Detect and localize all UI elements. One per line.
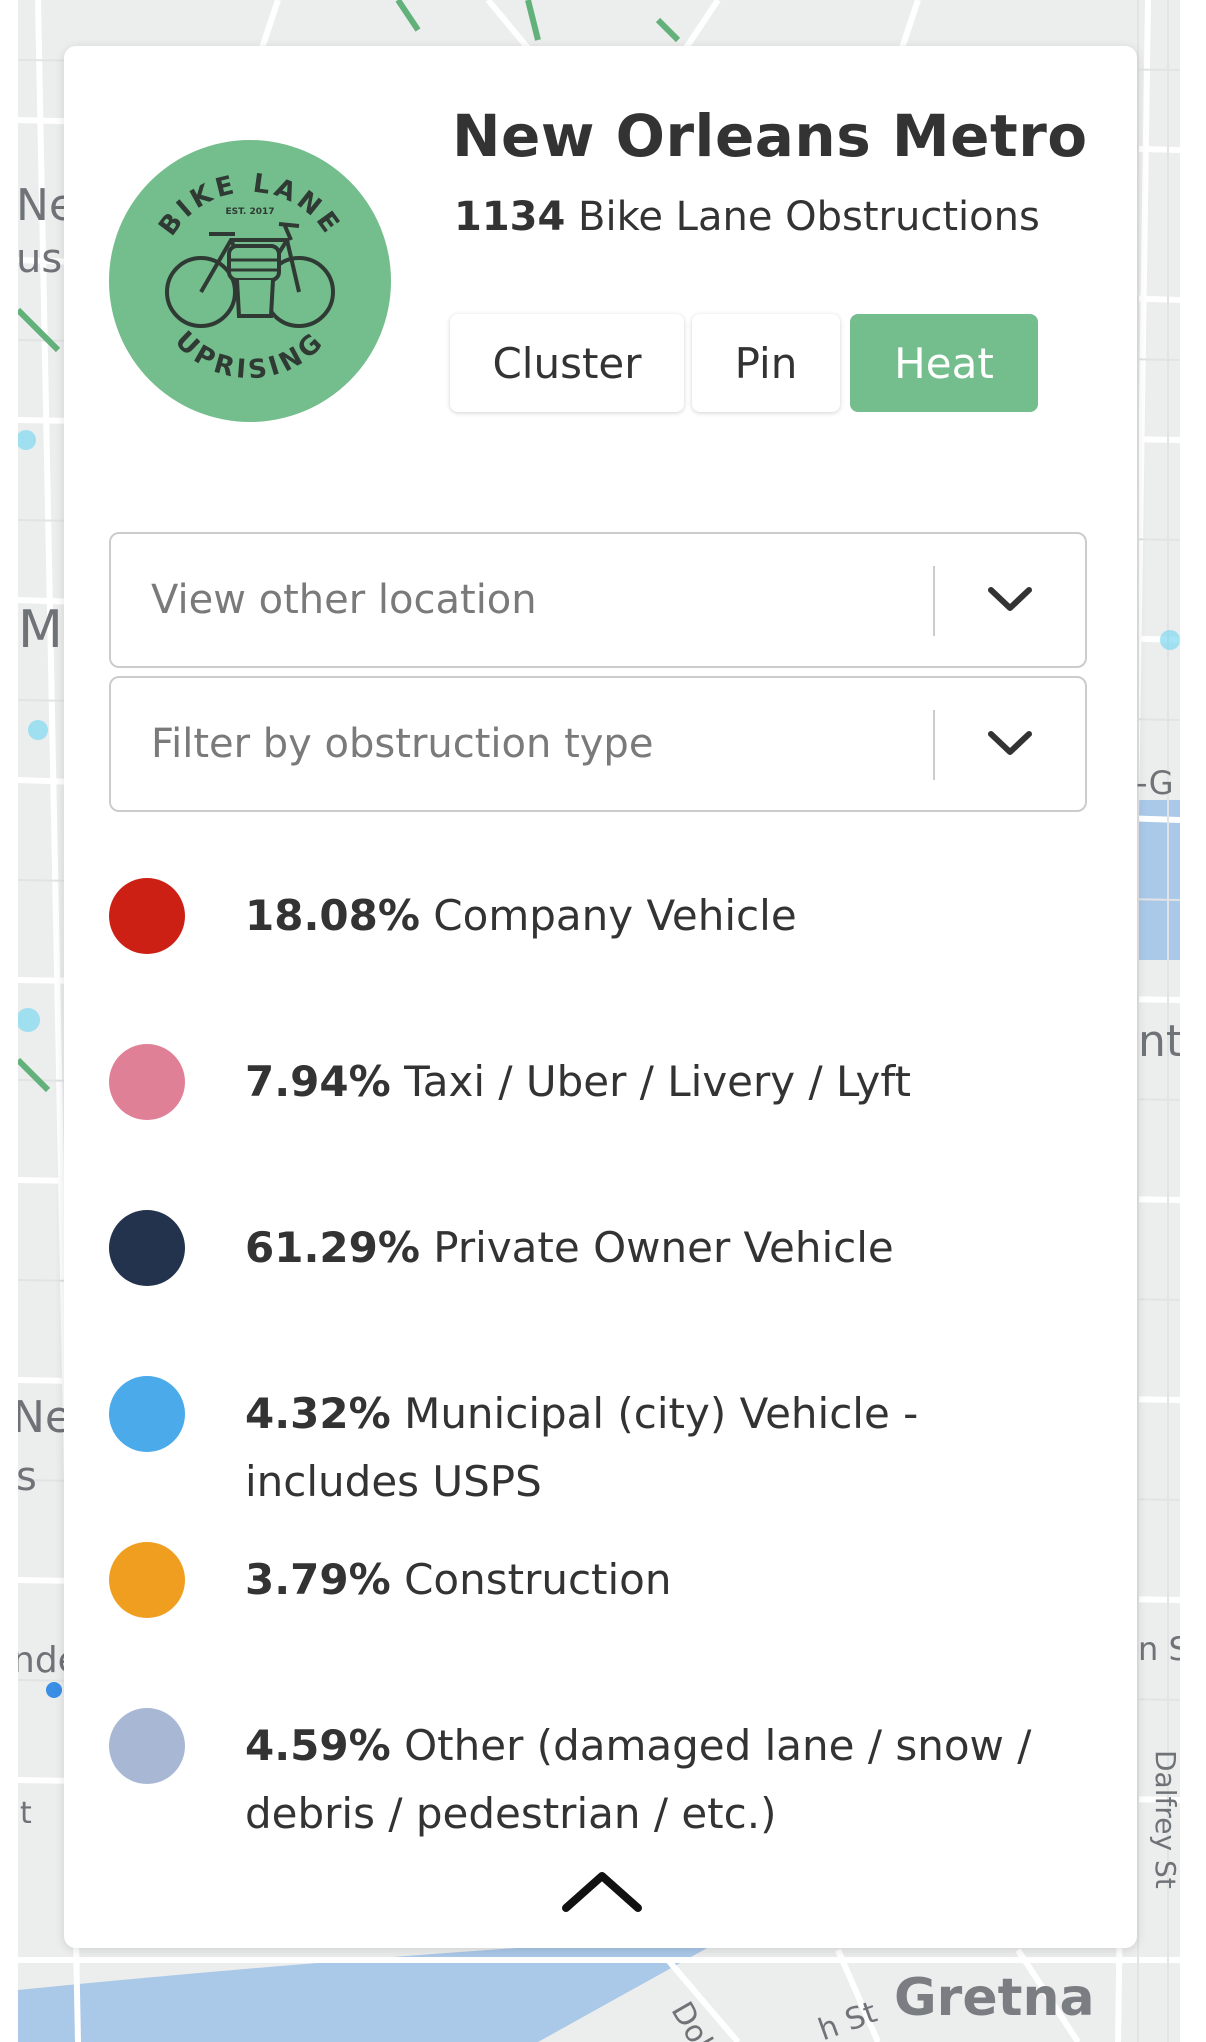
legend-percent: 61.29% xyxy=(245,1223,420,1272)
map-label: us xyxy=(18,236,63,282)
location-select-placeholder: View other location xyxy=(151,577,537,623)
count-value: 1134 xyxy=(454,194,566,240)
chevron-down-icon[interactable] xyxy=(985,580,1035,620)
map-label: M xyxy=(18,600,63,660)
legend-percent: 4.32% xyxy=(245,1389,391,1438)
fist-icon xyxy=(227,244,281,318)
legend-color-dot xyxy=(109,1376,185,1452)
map-label: s xyxy=(18,1454,37,1500)
select-separator xyxy=(933,710,935,780)
location-select[interactable]: View other location xyxy=(109,532,1087,668)
map-label: Dalfrey St xyxy=(1149,1750,1180,1889)
map-label: -G xyxy=(1136,764,1174,802)
legend-label: Private Owner Vehicle xyxy=(433,1223,894,1272)
legend-color-dot xyxy=(109,878,185,954)
chevron-up-icon[interactable] xyxy=(560,1868,644,1916)
legend-color-dot xyxy=(109,1542,185,1618)
map-label: Gretna xyxy=(894,1968,1095,2028)
pin-button[interactable]: Pin xyxy=(692,314,840,412)
map-label: t xyxy=(20,1796,32,1831)
heat-button[interactable]: Heat xyxy=(850,314,1038,412)
page-title: New Orleans Metro xyxy=(452,102,1088,170)
legend-label: Municipal (city) Vehicle - includes USPS xyxy=(245,1389,919,1506)
select-separator xyxy=(933,566,935,636)
type-select-placeholder: Filter by obstruction type xyxy=(151,721,654,767)
legend-percent: 4.59% xyxy=(245,1721,391,1770)
stats-panel: BIKE LANE EST. 2017 UPRISING New Orleans… xyxy=(64,46,1137,1948)
legend-percent: 3.79% xyxy=(245,1555,391,1604)
legend-label: Construction xyxy=(404,1555,672,1604)
logo-text-est: EST. 2017 xyxy=(225,207,274,217)
obstruction-count: 1134 Bike Lane Obstructions xyxy=(454,194,1040,240)
legend-label: Taxi / Uber / Livery / Lyft xyxy=(404,1057,911,1106)
legend-color-dot xyxy=(109,1210,185,1286)
legend-color-dot xyxy=(109,1708,185,1784)
legend-percent: 18.08% xyxy=(245,891,420,940)
legend-color-dot xyxy=(109,1044,185,1120)
cluster-button[interactable]: Cluster xyxy=(450,314,684,412)
legend-label: Company Vehicle xyxy=(433,891,797,940)
map-label: nt xyxy=(1138,1016,1180,1067)
count-label: Bike Lane Obstructions xyxy=(578,194,1040,240)
legend-label: Other (damaged lane / snow / debris / pe… xyxy=(245,1721,1032,1838)
chevron-down-icon[interactable] xyxy=(985,724,1035,764)
obstruction-type-select[interactable]: Filter by obstruction type xyxy=(109,676,1087,812)
bike-lane-uprising-logo: BIKE LANE EST. 2017 UPRISING xyxy=(109,140,391,422)
map-label: n S xyxy=(1138,1630,1180,1668)
legend-percent: 7.94% xyxy=(245,1057,391,1106)
